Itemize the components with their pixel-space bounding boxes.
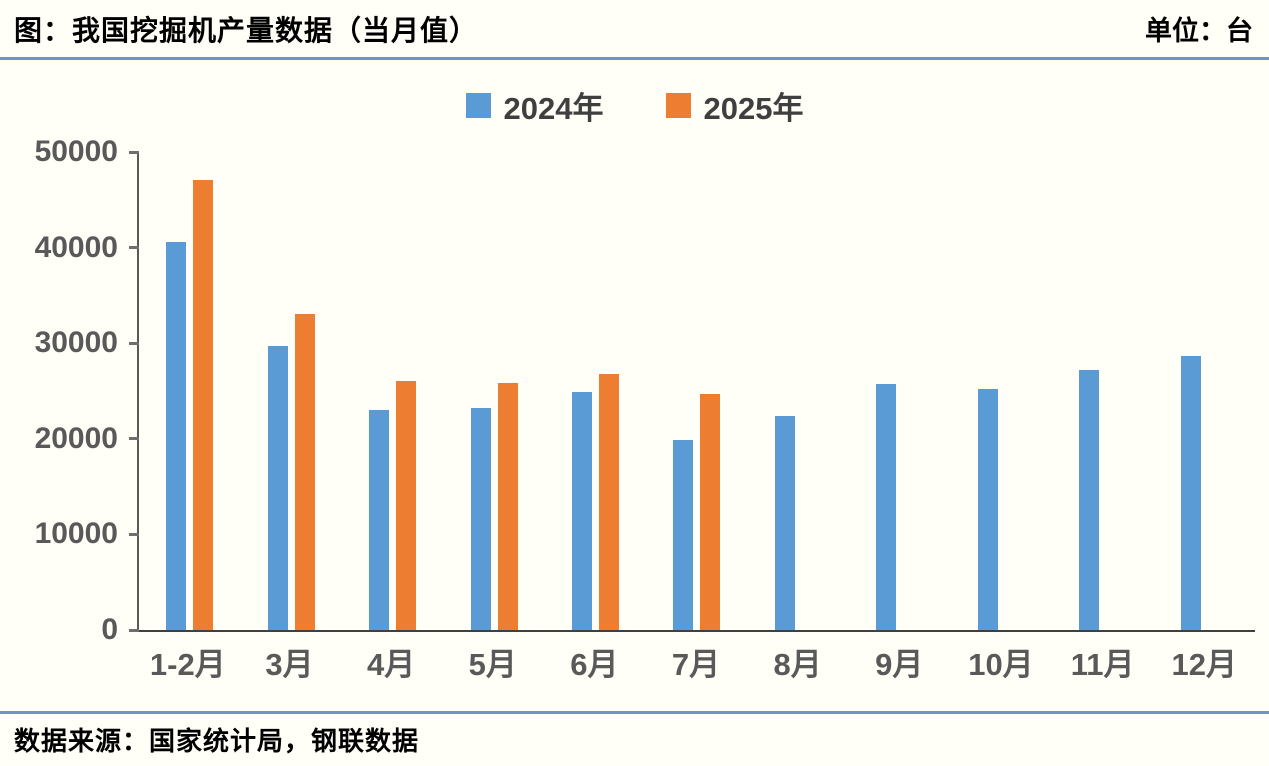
y-tick-mark xyxy=(129,246,139,250)
footer-divider xyxy=(0,711,1269,714)
bar-2024年-3月 xyxy=(267,346,288,630)
legend-label: 2025年 xyxy=(703,90,804,126)
x-tick-label: 7月 xyxy=(671,647,721,682)
y-axis-tick: 10000 xyxy=(2,519,139,549)
y-tick-mark xyxy=(129,532,139,536)
bar-2025年-7月 xyxy=(700,393,721,630)
x-tick-label: 4月 xyxy=(366,647,416,682)
chart-plot-area: 0 10000 20000 30000 40000 50000 xyxy=(35,137,1255,645)
bar-group-8月 xyxy=(748,152,849,630)
bar-2024年-1-2月 xyxy=(166,241,187,630)
unit-label: 单位：台 xyxy=(1145,16,1253,46)
x-tick-label: 10月 xyxy=(968,647,1034,682)
legend-item-2024年: 2024年 xyxy=(465,83,604,128)
bar-2024年-8月 xyxy=(774,415,795,630)
y-tick-mark xyxy=(129,341,139,345)
x-tick-label: 1-2月 xyxy=(149,647,226,682)
bar-2024年-11月 xyxy=(1079,369,1100,630)
x-tick-label: 12月 xyxy=(1171,647,1237,682)
bar-group-5月 xyxy=(443,152,544,630)
y-axis-tick: 30000 xyxy=(2,328,139,358)
bar-group-7月 xyxy=(646,152,747,630)
y-tick-label: 20000 xyxy=(34,421,118,455)
bar-group-3月 xyxy=(240,152,341,630)
legend-item-2025年: 2025年 xyxy=(665,83,804,128)
legend: 2024年 2025年 xyxy=(0,90,1269,126)
y-tick-label: 40000 xyxy=(34,230,118,264)
chart-header: 图：我国挖掘机产量数据（当月值） 单位：台 xyxy=(0,0,1269,49)
bar-group-10月 xyxy=(951,152,1052,630)
x-tick-label: 9月 xyxy=(875,647,924,682)
y-tick-mark xyxy=(129,437,139,441)
y-tick-mark xyxy=(129,628,139,632)
header-divider xyxy=(0,57,1269,60)
bar-group-6月 xyxy=(545,152,646,630)
y-tick-label: 50000 xyxy=(34,135,118,168)
bar-group-12月 xyxy=(1154,152,1255,630)
chart-title: 图：我国挖掘机产量数据（当月值） xyxy=(14,15,479,46)
bar-2024年-4月 xyxy=(369,410,390,630)
y-axis-tick: 50000 xyxy=(2,137,139,167)
bar-2025年-5月 xyxy=(497,383,518,630)
bar-2024年-5月 xyxy=(470,408,491,630)
bar-2025年-3月 xyxy=(294,313,315,630)
bar-group-11月 xyxy=(1052,152,1153,630)
x-tick-label: 11月 xyxy=(1070,647,1135,682)
y-axis-tick: 0 xyxy=(2,615,139,645)
legend-swatch-icon xyxy=(465,92,491,118)
x-tick-label: 8月 xyxy=(773,647,822,682)
bar-2024年-6月 xyxy=(572,391,593,630)
x-axis-labels: 1-2月 3月 4月 5月 6月 7月 8月 9月 10月 11月 12月 xyxy=(137,646,1255,683)
y-axis-tick: 20000 xyxy=(2,421,139,455)
y-tick-label: 10000 xyxy=(34,517,118,551)
bar-2024年-12月 xyxy=(1180,355,1201,630)
bar-2025年-6月 xyxy=(599,373,620,630)
bar-2024年-10月 xyxy=(977,389,998,630)
y-axis-tick: 40000 xyxy=(2,230,139,264)
bar-2024年-9月 xyxy=(876,384,897,630)
bar-group-9月 xyxy=(849,152,950,630)
bar-2025年-4月 xyxy=(396,381,417,630)
y-tick-label: 0 xyxy=(101,613,118,646)
bar-2025年-1-2月 xyxy=(193,179,214,630)
y-tick-mark xyxy=(129,150,139,154)
x-tick-label: 6月 xyxy=(570,647,619,682)
y-tick-label: 30000 xyxy=(34,326,118,360)
bar-group-1-2月 xyxy=(139,152,240,630)
bar-group-4月 xyxy=(342,152,443,630)
source-note: 数据来源：国家统计局，钢联数据 xyxy=(14,726,420,756)
legend-swatch-icon xyxy=(665,92,691,118)
x-tick-label: 5月 xyxy=(468,647,517,682)
bar-2024年-7月 xyxy=(673,439,694,630)
legend-label: 2024年 xyxy=(503,90,604,126)
x-tick-label: 3月 xyxy=(265,647,314,682)
